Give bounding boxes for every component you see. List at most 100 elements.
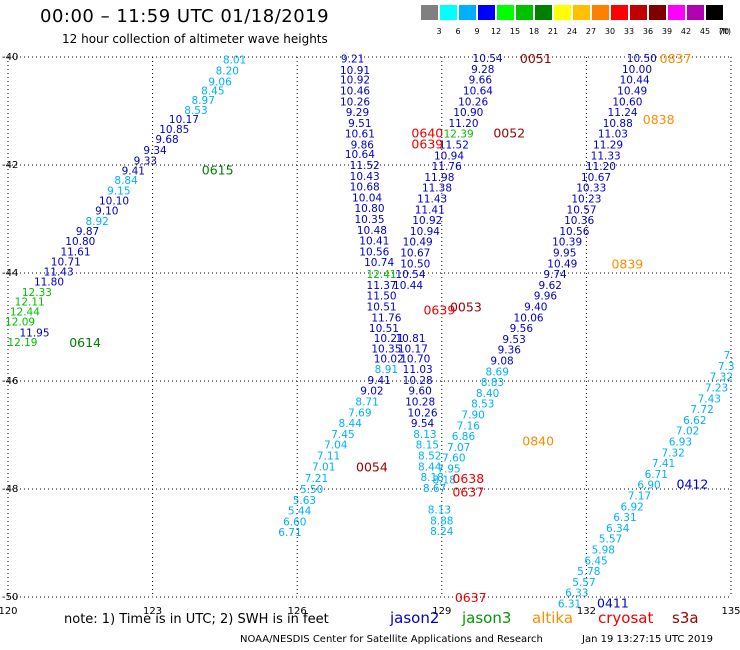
wave-height-value: 10.88 bbox=[603, 118, 633, 130]
wave-height-value: 9.51 bbox=[348, 118, 371, 130]
wave-height-value: 10.28 bbox=[405, 397, 435, 409]
wave-height-value: 6.93 bbox=[669, 436, 692, 448]
y-tick-label: -44 bbox=[2, 268, 18, 279]
wave-height-value: 10.35 bbox=[371, 344, 401, 356]
wave-height-value: 7.95 bbox=[437, 463, 460, 475]
wave-height-value: 5.57 bbox=[599, 534, 622, 546]
wave-height-value: 10.41 bbox=[359, 236, 389, 248]
wave-height-value: 9.36 bbox=[498, 345, 522, 357]
wave-height-value: 10.90 bbox=[453, 107, 483, 119]
pass-time-label: 0412 bbox=[677, 477, 709, 492]
pass-time-label: 0640 bbox=[411, 126, 443, 141]
wave-height-value: 7.17 bbox=[628, 490, 651, 502]
legend-item-jason2: jason2 bbox=[390, 609, 440, 627]
wave-height-value: 11.43 bbox=[44, 266, 74, 278]
y-tick-label: -48 bbox=[2, 484, 18, 495]
colorbar-tick-label: 6 bbox=[455, 27, 461, 36]
legend-item-jason3: jason3 bbox=[462, 609, 512, 627]
wave-height-value: 9.66 bbox=[469, 75, 493, 87]
colorbar-tick-label: 24 bbox=[566, 27, 578, 36]
wave-height-value: 12.33 bbox=[22, 287, 52, 299]
wave-height-value: 10.94 bbox=[410, 226, 440, 238]
wave-height-value: 10.17 bbox=[398, 344, 428, 356]
wave-height-value: 8.44 bbox=[339, 418, 363, 430]
wave-height-value: 5.57 bbox=[572, 577, 595, 589]
x-tick-label: 126 bbox=[288, 606, 307, 617]
wave-height-value: 11.37 bbox=[367, 280, 397, 292]
wave-height-value: 9.08 bbox=[490, 355, 513, 367]
wave-height-value: 9.10 bbox=[95, 205, 118, 217]
wave-height-value: 10.50 bbox=[627, 53, 657, 65]
wave-height-value: 8.84 bbox=[114, 175, 138, 187]
wave-height-value: 9.86 bbox=[351, 139, 375, 151]
wave-height-value: 8.92 bbox=[85, 216, 108, 228]
wave-height-value: 9.06 bbox=[208, 76, 232, 88]
wave-height-value: 10.33 bbox=[576, 183, 606, 195]
wave-height-value: 10.51 bbox=[367, 301, 397, 313]
colorbar-tick-label: 9 bbox=[474, 27, 480, 36]
wave-height-value: 10.85 bbox=[159, 124, 189, 136]
wave-height-value: 9.40 bbox=[524, 301, 547, 313]
wave-height-value: 10.21 bbox=[374, 333, 404, 345]
wave-height-value: 10.56 bbox=[559, 226, 589, 238]
wave-height-value: 8.53 bbox=[471, 399, 494, 411]
colorbar-swatch bbox=[649, 5, 666, 20]
wave-height-value: 9.33 bbox=[134, 156, 157, 168]
wave-height-value: 9.15 bbox=[107, 185, 130, 197]
wave-height-value: 6.31 bbox=[613, 512, 636, 524]
pass-time-label: 0054 bbox=[356, 459, 388, 474]
wave-height-value: 10.00 bbox=[622, 64, 652, 76]
chart-subtitle: 12 hour collection of altimeter wave hei… bbox=[62, 32, 328, 46]
colorbar-swatch bbox=[668, 5, 685, 20]
wave-height-value: 11.76 bbox=[371, 312, 401, 324]
wave-height-value: 8.40 bbox=[476, 388, 499, 400]
wave-height-value: 10.35 bbox=[354, 214, 384, 226]
wave-height-value: 10.04 bbox=[352, 192, 382, 204]
colorbar-swatch bbox=[535, 5, 552, 20]
wave-height-value: 12.39 bbox=[444, 129, 474, 141]
wave-height-value: 10.02 bbox=[374, 353, 404, 365]
wave-height-value: 11.43 bbox=[417, 193, 447, 205]
wave-height-value: 9.28 bbox=[471, 64, 494, 76]
colorbar-tick-label: 30 bbox=[604, 27, 616, 36]
wave-height-value: 9.56 bbox=[510, 323, 534, 335]
x-tick-label: 129 bbox=[432, 606, 451, 617]
pass-time-label: 0614 bbox=[69, 335, 101, 350]
colorbar-tick-label: 39 bbox=[661, 27, 673, 36]
wave-height-value: 5.50 bbox=[300, 484, 323, 496]
wave-height-value: 10.70 bbox=[400, 353, 430, 365]
wave-height-value: 11.50 bbox=[367, 291, 397, 303]
wave-height-value: 7.02 bbox=[676, 426, 699, 438]
wave-height-value: 7.21 bbox=[305, 473, 328, 485]
wave-height-value: 11.20 bbox=[448, 118, 478, 130]
wave-height-value: 8.97 bbox=[192, 95, 215, 107]
y-tick-label: -42 bbox=[2, 160, 18, 171]
y-tick-label: -40 bbox=[2, 52, 18, 63]
wave-height-value: 12.19 bbox=[7, 337, 37, 349]
wave-height-value: 9.02 bbox=[360, 386, 383, 398]
wave-height-value: 10.81 bbox=[395, 333, 425, 345]
wave-height-value: 7.16 bbox=[457, 420, 481, 432]
wave-height-value: 11.76 bbox=[432, 161, 462, 173]
wave-height-value: 11.20 bbox=[586, 161, 616, 173]
wave-height-value: 7.69 bbox=[348, 407, 371, 419]
colorbar-tick-label: 36 bbox=[642, 27, 654, 36]
wave-height-value: 6.62 bbox=[683, 415, 706, 427]
wave-height-value: 10.56 bbox=[359, 246, 389, 258]
colorbar-tick-label: 70 bbox=[718, 27, 730, 36]
pass-time-label: 0637 bbox=[452, 485, 484, 500]
pass-time-label: 0051 bbox=[520, 51, 552, 66]
wave-height-value: 9.54 bbox=[411, 418, 435, 430]
wave-height-value: 7.11 bbox=[317, 451, 340, 463]
wave-height-value: 10.36 bbox=[564, 215, 594, 227]
wave-height-value: 9.62 bbox=[539, 280, 562, 292]
x-tick-label: 132 bbox=[577, 606, 596, 617]
wave-height-value: 10.68 bbox=[350, 182, 380, 194]
wave-height-value: 9.53 bbox=[502, 334, 525, 346]
wave-height-value: 10.44 bbox=[393, 280, 423, 292]
wave-height-value: 7.60 bbox=[442, 453, 465, 465]
wave-height-value: 10.26 bbox=[340, 96, 370, 108]
wave-height-value: 10.17 bbox=[169, 114, 199, 126]
wave-height-value: 10.49 bbox=[403, 237, 433, 249]
